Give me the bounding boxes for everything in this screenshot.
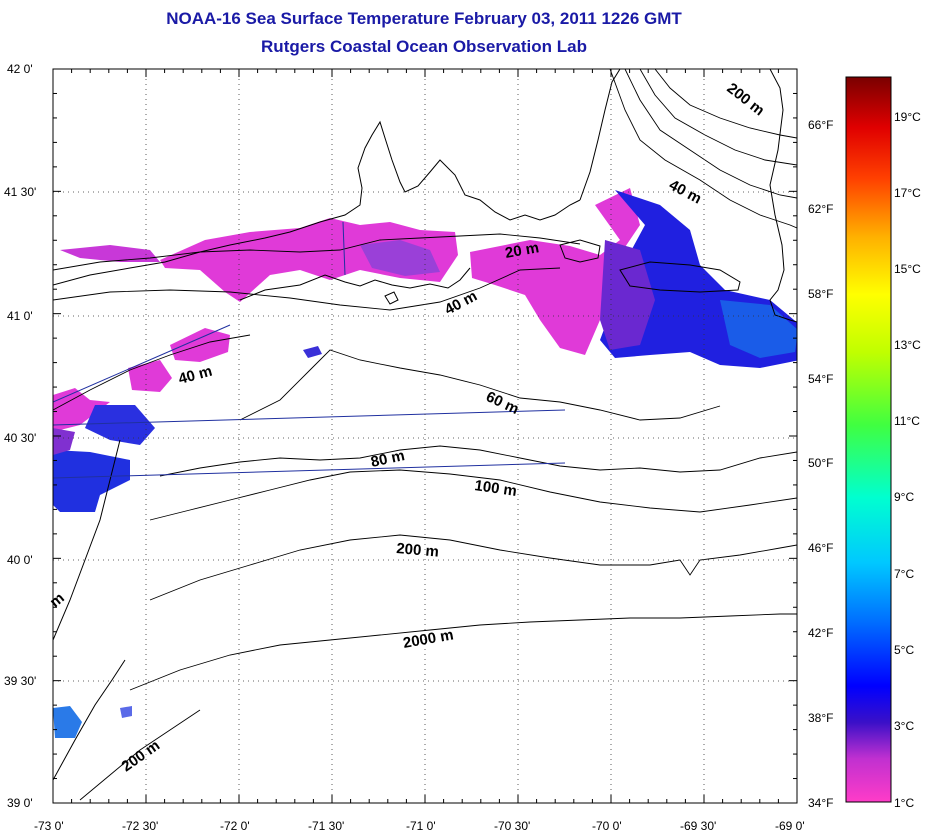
contour-label-40m-c: 40 m (666, 177, 704, 208)
lat-label-41-30: 41 30' (4, 185, 37, 199)
coastline-nantucket (619, 261, 741, 293)
cb-f-label-42: 42°F (808, 626, 834, 640)
lat-label-39-30: 39 30' (4, 674, 37, 688)
sst-patch-nj-purple (53, 428, 75, 455)
sst-data-layer (53, 188, 797, 738)
transect-line-2 (53, 462, 566, 479)
sst-patch-south-2 (120, 706, 132, 718)
sst-patch-cape-cod-purple (600, 240, 655, 350)
lat-label-40-0: 40 0' (7, 553, 33, 567)
lon-label-70-30: -70 30' (494, 819, 531, 833)
lon-label-72-0: -72 0' (220, 819, 250, 833)
sst-patch-south (53, 706, 82, 738)
contour-label-200m-c: 200 m (119, 737, 164, 775)
cb-c-label-9: 9°C (894, 490, 915, 504)
contour-ne-1 (609, 69, 797, 229)
cb-f-label-34: 34°F (808, 796, 834, 810)
sst-patch-offshore-2 (128, 360, 172, 392)
cb-f-label-58: 58°F (808, 287, 834, 301)
sst-patch-nj-blue (85, 405, 155, 445)
contour-200m (149, 534, 797, 601)
map-title: NOAA-16 Sea Surface Temperature February… (166, 9, 682, 28)
lon-label-72-30: -72 30' (122, 819, 159, 833)
map-subtitle: Rutgers Coastal Ocean Observation Lab (261, 37, 587, 56)
contour-label-100m: 100 m (473, 477, 517, 500)
coastline-connecticut (53, 120, 581, 286)
transect-lines (53, 221, 566, 479)
sst-patch-western-edge (60, 245, 160, 262)
cb-c-label-7: 7°C (894, 567, 915, 581)
cb-f-label-50: 50°F (808, 456, 834, 470)
graticule (53, 69, 797, 803)
contour-ne-2 (624, 69, 797, 199)
lat-label-40-30: 40 30' (4, 431, 37, 445)
coastline-martha (559, 239, 601, 263)
contour-label-40m-a: 40 m (442, 287, 480, 318)
lon-label-69-0: -69 0' (775, 819, 805, 833)
coastline-nj (53, 439, 121, 641)
lat-label-41-0: 41 0' (7, 309, 33, 323)
cb-f-label-38: 38°F (808, 711, 834, 725)
sst-patch-small (303, 346, 322, 358)
coastline-south (53, 659, 126, 781)
cb-f-label-66: 66°F (808, 118, 834, 132)
transect-line-3 (53, 324, 231, 403)
contour-label-20m: 20 m (504, 239, 541, 262)
contour-label-m: m (47, 589, 68, 611)
sst-patch-nj-blue-2 (53, 450, 130, 512)
cb-c-label-15: 15°C (894, 262, 921, 276)
cb-c-label-1: 1°C (894, 796, 915, 810)
contour-ne-4 (654, 69, 797, 139)
cb-f-label-46: 46°F (808, 541, 834, 555)
coastline-massachusetts (579, 69, 621, 201)
cb-c-label-17: 17°C (894, 186, 921, 200)
coastline-block-island (384, 291, 399, 305)
contour-80m (159, 445, 797, 477)
colorbar (845, 76, 892, 803)
contour-60m (239, 349, 721, 421)
lat-label-39-0: 39 0' (7, 796, 33, 810)
cb-c-label-3: 3°C (894, 719, 915, 733)
tick-marks (52, 68, 798, 804)
contour-label-2000m: 2000 m (402, 626, 455, 652)
contour-label-40m-b: 40 m (177, 363, 214, 388)
transect-line-1 (53, 409, 566, 426)
cb-f-label-62: 62°F (808, 202, 834, 216)
cb-c-label-13: 13°C (894, 338, 921, 352)
contour-ne-3 (639, 69, 797, 166)
lat-label-42-0: 42 0' (7, 62, 33, 76)
contour-label-60m: 60 m (483, 388, 521, 418)
contour-100m (149, 469, 797, 521)
contour-label-200m-b: 200 m (724, 80, 768, 120)
coastline-layer (53, 69, 797, 781)
contour-40m-b (53, 334, 251, 411)
sst-patch-long-island-sound (160, 218, 458, 302)
sst-patch-ls-purple (360, 240, 440, 276)
cb-c-label-11: 11°C (894, 414, 920, 428)
coastline-cape-cod (769, 69, 797, 323)
sst-patch-nj-pink (53, 388, 110, 430)
contour-2000m (129, 613, 797, 691)
contour-label-80m: 80 m (369, 447, 406, 471)
contour-label-200m-a: 200 m (396, 540, 440, 561)
lon-label-69-30: -69 30' (680, 819, 717, 833)
sst-patch-cape-cod-lightblue (720, 300, 797, 358)
lon-label-71-30: -71 30' (308, 819, 345, 833)
lon-label-71-0: -71 0' (406, 819, 436, 833)
contour-200m-south (79, 709, 201, 801)
lon-label-70-0: -70 0' (592, 819, 622, 833)
sst-patch-nantucket-shoals (470, 188, 640, 355)
cb-f-label-54: 54°F (808, 372, 834, 386)
coastline-long-island (239, 267, 471, 301)
cb-c-label-5: 5°C (894, 643, 915, 657)
contour-labels: 20 m 40 m 40 m 40 m 60 m 80 m 100 m 200 … (47, 80, 768, 776)
cb-c-label-19: 19°C (894, 110, 921, 124)
transect-line-4 (342, 221, 346, 276)
contour-40m (53, 267, 561, 311)
bathymetry-contours (53, 69, 797, 801)
contour-20m (53, 233, 581, 271)
lon-label-73-0: -73 0' (34, 819, 64, 833)
